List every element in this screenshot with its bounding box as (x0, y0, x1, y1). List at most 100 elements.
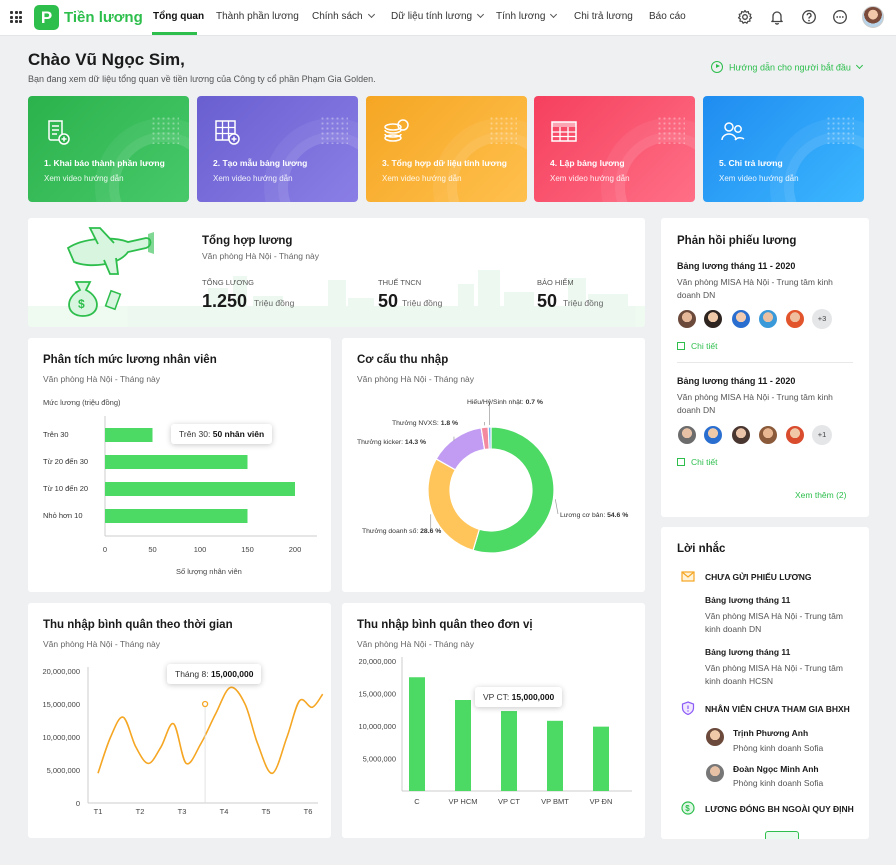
salary-summary-card: $ Tổng hợp lương Văn phòng Hà Nội - Thán… (28, 218, 645, 327)
bar[interactable] (593, 726, 609, 791)
avatar[interactable] (703, 425, 723, 445)
nav-du-lieu-tinh-luong[interactable]: Dữ liệu tính lương (391, 10, 485, 22)
reminder-entry-title[interactable]: Trịnh Phương Anh (733, 728, 809, 738)
stat-value: 50 (537, 291, 558, 311)
bar[interactable] (409, 677, 425, 791)
coins-icon (384, 119, 409, 142)
donut-slice[interactable] (472, 426, 555, 554)
bar[interactable] (105, 509, 248, 523)
reminder-entry-title[interactable]: Đoàn Ngọc Minh Anh (733, 764, 819, 774)
logo[interactable]: P (34, 5, 59, 30)
nav-tong-quan[interactable]: Tổng quan (153, 11, 204, 22)
detail-link[interactable]: Chi tiết (677, 457, 717, 467)
tick-label: 20,000,000 (358, 657, 396, 666)
avatar[interactable] (677, 309, 697, 329)
avatar[interactable] (731, 309, 751, 329)
highlight-point[interactable] (201, 700, 209, 708)
chevron-down-icon (367, 10, 375, 19)
avatar[interactable] (862, 6, 884, 28)
feedback-item-title[interactable]: Bảng lương tháng 11 - 2020 (677, 261, 796, 271)
step-card-2[interactable]: 2. Tạo mẫu bảng lương Xem video hướng dẫ… (197, 96, 358, 202)
step-video-link[interactable]: Xem video hướng dẫn (382, 174, 462, 183)
see-more-link[interactable]: Xem thêm (2) (795, 490, 847, 500)
page-subtitle: Bạn đang xem dữ liệu tổng quan về tiền l… (28, 74, 376, 84)
slice-label: Hiếu/Hỷ/Sinh nhật: 0.7 % (467, 397, 543, 406)
feedback-item-title[interactable]: Bảng lương tháng 11 - 2020 (677, 376, 796, 386)
avatar[interactable] (758, 425, 778, 445)
step-video-link[interactable]: Xem video hướng dẫn (213, 174, 293, 183)
gear-icon[interactable] (737, 9, 753, 25)
step-video-link[interactable]: Xem video hướng dẫn (44, 174, 124, 183)
donut-slice[interactable] (435, 427, 486, 471)
avatar[interactable] (785, 425, 805, 445)
nav-chi-tra-luong[interactable]: Chi trả lương (574, 11, 633, 22)
more-icon[interactable] (832, 9, 848, 25)
detail-link[interactable]: Chi tiết (677, 341, 717, 351)
donut-slice[interactable] (487, 426, 492, 450)
bar[interactable] (501, 711, 517, 791)
category-label: Nhỏ hơn 10 (43, 511, 83, 520)
bar[interactable] (105, 455, 248, 469)
income-time-card: Thu nhập bình quân theo thời gian Văn ph… (28, 603, 331, 838)
feedback-item-sub: Văn phòng MISA Hà Nội - Trung tâm kinh d… (677, 277, 833, 300)
step-card-3[interactable]: 3. Tổng hợp dữ liệu tính lương Xem video… (366, 96, 527, 202)
play-icon (711, 61, 723, 73)
avatar[interactable] (703, 309, 723, 329)
more-avatars-badge[interactable]: +3 (812, 309, 832, 329)
step-card-1[interactable]: 1. Khai báo thành phần lương Xem video h… (28, 96, 189, 202)
bar[interactable] (455, 700, 471, 791)
donut-slice[interactable] (427, 458, 481, 552)
decor-dots (320, 116, 348, 144)
nav-thanh-phan-luong[interactable]: Thành phần lương (216, 11, 299, 22)
step-card-4[interactable]: 4. Lập bảng lương Xem video hướng dẫn (534, 96, 695, 202)
bar[interactable] (105, 428, 153, 442)
reminder-section-head[interactable]: LƯƠNG ĐÓNG BH NGOÀI QUY ĐỊNH (705, 804, 854, 814)
salary-analysis-title: Phân tích mức lương nhân viên (43, 354, 217, 366)
nav-chinh-sach[interactable]: Chính sách (312, 10, 375, 22)
reminder-entry-title[interactable]: Bảng lương tháng 11 (705, 595, 791, 605)
tooltip-value: 15,000,000 (210, 669, 254, 679)
tick-label: 5,000,000 (363, 755, 396, 764)
bell-icon[interactable] (769, 9, 785, 25)
detail-label: Chi tiết (691, 341, 718, 351)
step-video-link[interactable]: Xem video hướng dẫn (719, 174, 799, 183)
nav-bao-cao[interactable]: Báo cáo (649, 11, 686, 22)
avatar[interactable] (705, 727, 725, 747)
reminder-section-head[interactable]: NHÂN VIÊN CHƯA THAM GIA BHXH (705, 704, 850, 714)
avatar[interactable] (677, 425, 697, 445)
avatar[interactable] (705, 763, 725, 783)
reminder-section-head[interactable]: CHƯA GỬI PHIẾU LƯƠNG (705, 572, 812, 582)
income-unit-title: Thu nhập bình quân theo đơn vị (357, 619, 533, 631)
svg-text:$: $ (685, 804, 690, 813)
leader-line (554, 499, 559, 515)
avatar[interactable] (785, 309, 805, 329)
salary-analysis-card: Phân tích mức lương nhân viên Văn phòng … (28, 338, 331, 592)
more-avatars-badge[interactable]: +1 (812, 425, 832, 445)
app-grid-icon[interactable] (10, 11, 22, 23)
tick-label: 10,000,000 (358, 722, 396, 731)
chevron-down-icon (855, 62, 863, 70)
tick-label: 150 (241, 545, 254, 554)
avatar[interactable] (758, 309, 778, 329)
tick-label: T4 (220, 807, 229, 816)
tick-label: T2 (136, 807, 145, 816)
step-card-5[interactable]: 5. Chi trả lương Xem video hướng dẫn (703, 96, 864, 202)
help-icon[interactable] (801, 9, 817, 25)
bar[interactable] (105, 482, 295, 496)
tick-label: T5 (262, 807, 271, 816)
beginner-guide-link[interactable]: Hướng dẫn cho người bắt đầu (711, 61, 863, 74)
income-time-subtitle: Văn phòng Hà Nội - Tháng này (43, 639, 161, 649)
tick-label: 0 (103, 545, 107, 554)
brand-name[interactable]: Tiền lương (64, 9, 143, 26)
stat-value: 50 (378, 291, 399, 311)
reminder-entry-title[interactable]: Bảng lương tháng 11 (705, 647, 791, 657)
summary-illustration: $ (28, 227, 645, 327)
decor-dots (489, 116, 517, 144)
avatar[interactable] (731, 425, 751, 445)
nav-active-indicator (152, 32, 197, 35)
bar[interactable] (547, 720, 563, 791)
nav-tinh-luong[interactable]: Tính lương (496, 10, 558, 22)
series-line[interactable] (97, 686, 324, 775)
step-video-link[interactable]: Xem video hướng dẫn (550, 174, 630, 183)
tick-label: 20,000,000 (42, 667, 80, 676)
